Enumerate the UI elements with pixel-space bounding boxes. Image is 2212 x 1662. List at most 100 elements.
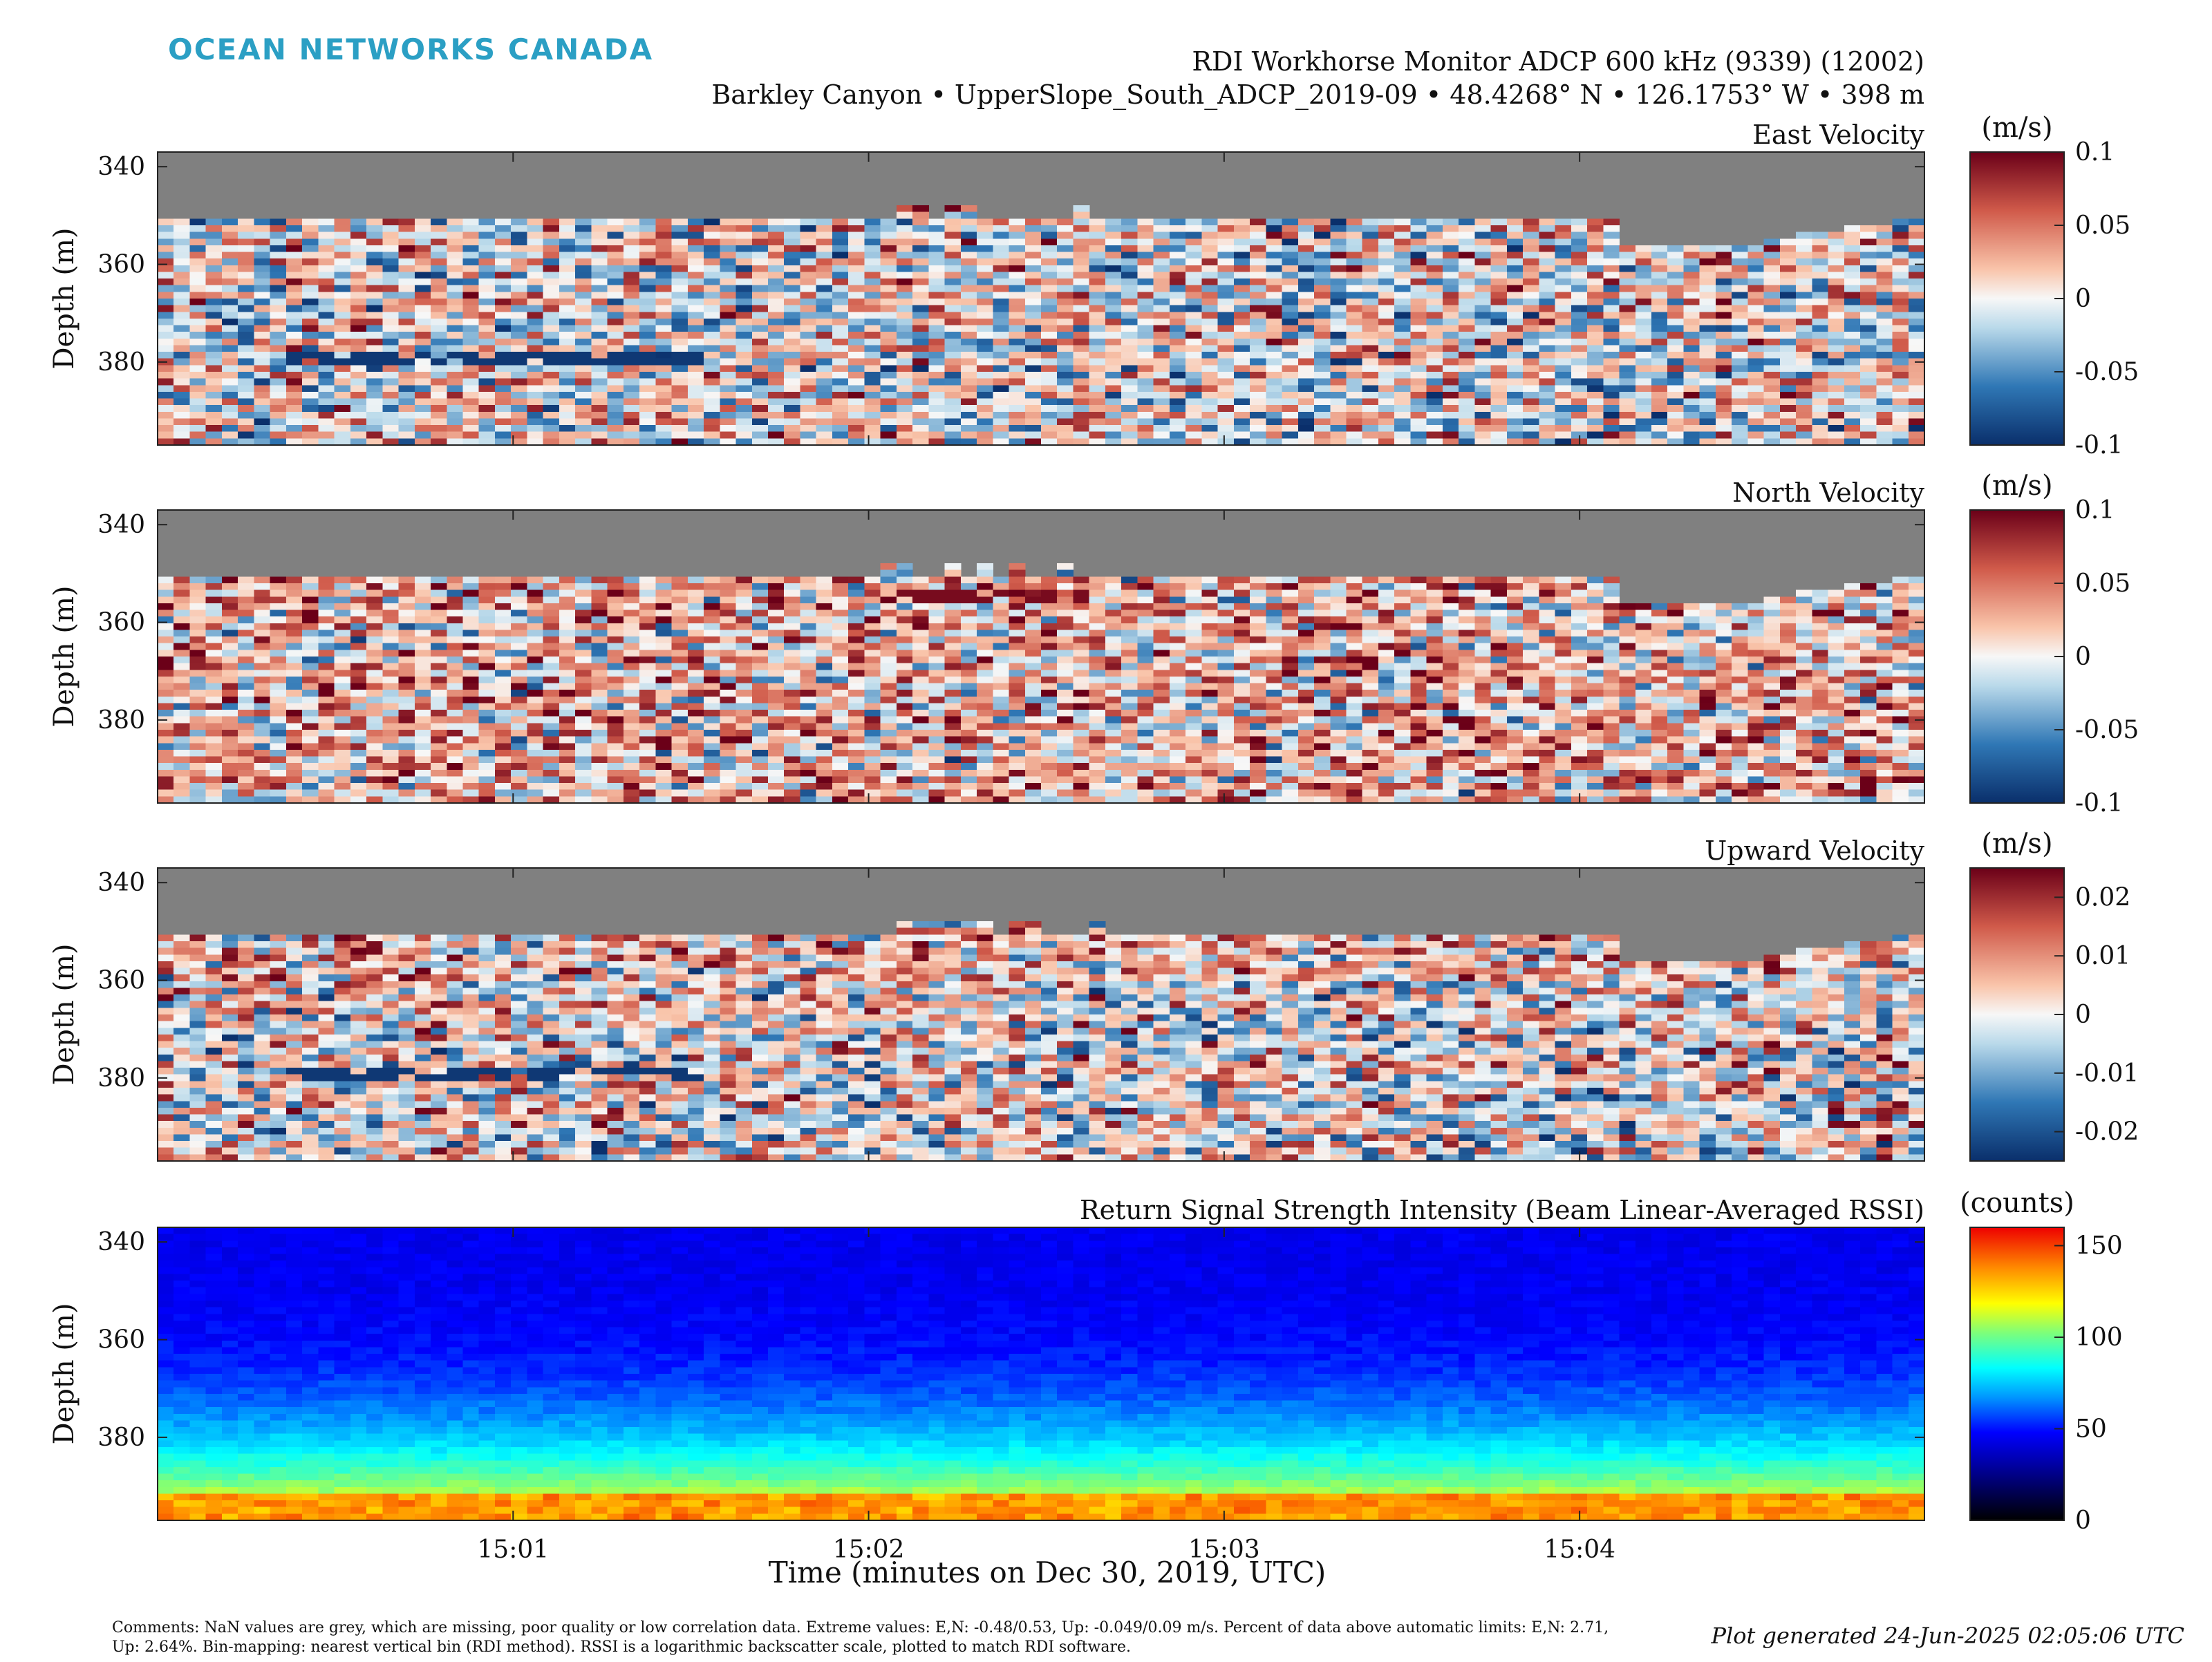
heatmap-cell [1523,252,1539,259]
heatmap-cell [575,278,592,285]
heatmap-cell [1330,265,1347,272]
heatmap-cell [382,663,399,670]
heatmap-cell [447,757,463,764]
heatmap-cell [382,737,399,744]
heatmap-cell [174,258,190,265]
heatmap-cell [447,677,463,683]
heatmap-cell [270,590,287,597]
heatmap-cell [720,385,736,392]
heatmap-cell [335,385,351,392]
heatmap-cell [366,285,383,292]
heatmap-cell [447,643,463,650]
heatmap-cell [1009,319,1026,325]
heatmap-cell [928,332,945,339]
heatmap-cell [431,305,447,312]
heatmap-cell [1427,305,1443,312]
heatmap-cell [704,703,720,710]
heatmap-cell [1201,225,1218,232]
heatmap-cell [399,770,415,777]
heatmap-cell [1620,359,1636,366]
heatmap-cell [286,763,303,770]
heatmap-cell [1651,399,1668,406]
heatmap-cell [238,657,254,663]
heatmap-cell [1747,352,1764,359]
heatmap-cell [158,757,174,764]
heatmap-cell [1732,418,1748,425]
heatmap-cell [350,583,367,590]
heatmap-cell [1732,285,1748,292]
heatmap-cell [1057,372,1074,379]
heatmap-cell [591,623,608,630]
heatmap-cell [1282,232,1299,239]
heatmap-cell [286,305,303,312]
heatmap-cell [1587,345,1604,352]
heatmap-cell [222,683,238,690]
heatmap-cell [1507,218,1524,225]
heatmap-cell [1073,292,1089,299]
heatmap-cell [720,365,736,372]
heatmap-cell [1137,312,1154,319]
heatmap-cell [993,245,1009,252]
heatmap-cell [1555,225,1572,232]
heatmap-cell [608,285,624,292]
heatmap-cell [238,265,254,272]
heatmap-cell [1170,345,1186,352]
heatmap-cell [431,285,447,292]
heatmap-cell [1234,385,1250,392]
heatmap-cell [752,352,769,359]
heatmap-cell [543,723,560,730]
heatmap-cell [1667,365,1684,372]
heatmap-cell [1105,258,1122,265]
heatmap-cell [672,576,688,583]
heatmap-cell [238,576,254,583]
heatmap-cell [575,372,592,379]
heatmap-cell [1009,352,1026,359]
heatmap-cell [527,258,543,265]
heatmap-cell [848,352,865,359]
heatmap-cell [1603,425,1620,432]
heatmap-cell [1716,319,1732,325]
heatmap-cell [1218,278,1235,285]
heatmap-cell [543,757,560,764]
heatmap-cell [1651,292,1668,299]
heatmap-cell [1170,258,1186,265]
heatmap-cell [174,603,190,610]
heatmap-cell [254,305,270,312]
heatmap-cell [736,636,753,643]
heatmap-cell [254,319,270,325]
heatmap-cell [382,783,399,790]
heatmap-cell [1009,225,1026,232]
heatmap-cell [431,252,447,259]
heatmap-cell [511,603,527,610]
heatmap-cell [784,285,800,292]
heatmap-cell [254,218,270,225]
heatmap-cell [254,365,270,372]
heatmap-cell [608,690,624,697]
heatmap-cell [527,319,543,325]
heatmap-cell [1073,359,1089,366]
heatmap-cell [1089,232,1106,239]
heatmap-cell [1587,385,1604,392]
heatmap-cell [816,432,833,439]
heatmap-cell [912,212,929,219]
heatmap-cell [575,737,592,744]
heatmap-cell [335,372,351,379]
heatmap-cell [1073,258,1089,265]
heatmap-cell [1137,325,1154,332]
heatmap-cell [1860,399,1877,406]
heatmap-cell [270,730,287,737]
heatmap-cell [1298,332,1315,339]
heatmap-cell [928,379,945,386]
heatmap-cell [1009,305,1026,312]
heatmap-cell [1716,385,1732,392]
heatmap-cell [1089,332,1106,339]
heatmap-cell [655,583,672,590]
heatmap-cell [286,265,303,272]
heatmap-cell [639,710,656,717]
heatmap-cell [1828,245,1845,252]
heatmap-cell [1234,299,1250,305]
heatmap-cell [688,737,704,744]
heatmap-cell [1330,359,1347,366]
heatmap-cell [447,743,463,750]
heatmap-cell [302,412,319,419]
